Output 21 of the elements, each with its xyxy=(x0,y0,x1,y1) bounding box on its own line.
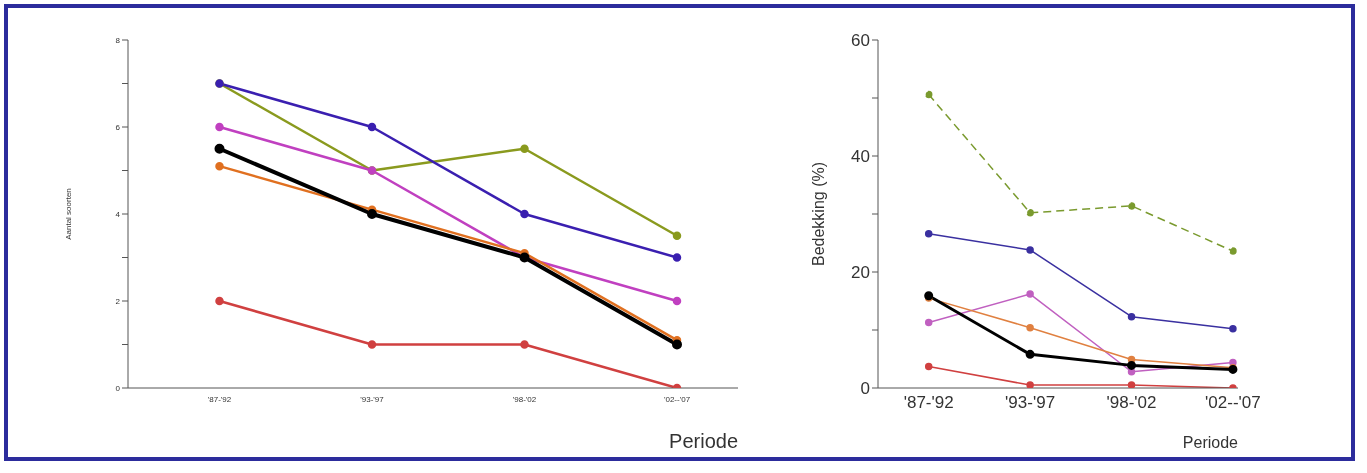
x-tick-label: '93-'97 xyxy=(1005,393,1056,413)
x-axis-title: Periode xyxy=(669,430,738,452)
y-tick-label: 6 xyxy=(115,122,121,132)
y-tick-label: 2 xyxy=(115,296,121,306)
y-tick-label: 40 xyxy=(851,147,870,167)
x-tick-label: '98-'02 xyxy=(512,394,537,404)
x-tick-label: '98-'02 xyxy=(1106,393,1157,413)
x-tick-label: '02--'07 xyxy=(1205,393,1261,413)
y-tick-label: 20 xyxy=(851,263,870,283)
y-tick-label: 0 xyxy=(860,379,870,399)
y-axis-title: Bedekking (%) xyxy=(809,161,827,267)
x-tick-label: '87-'92 xyxy=(207,394,232,404)
x-tick-label: '02--'07 xyxy=(663,394,691,404)
y-axis-title: Aantal soorten xyxy=(63,188,73,240)
y-tick-label: 60 xyxy=(851,31,870,51)
x-axis-title: Periode xyxy=(1182,434,1239,451)
y-tick-label: 8 xyxy=(115,35,121,45)
y-tick-label: 0 xyxy=(115,383,121,393)
y-tick-label: 4 xyxy=(115,209,121,219)
x-tick-label: '87-'92 xyxy=(903,393,954,413)
x-tick-label: '93-'97 xyxy=(360,394,385,404)
